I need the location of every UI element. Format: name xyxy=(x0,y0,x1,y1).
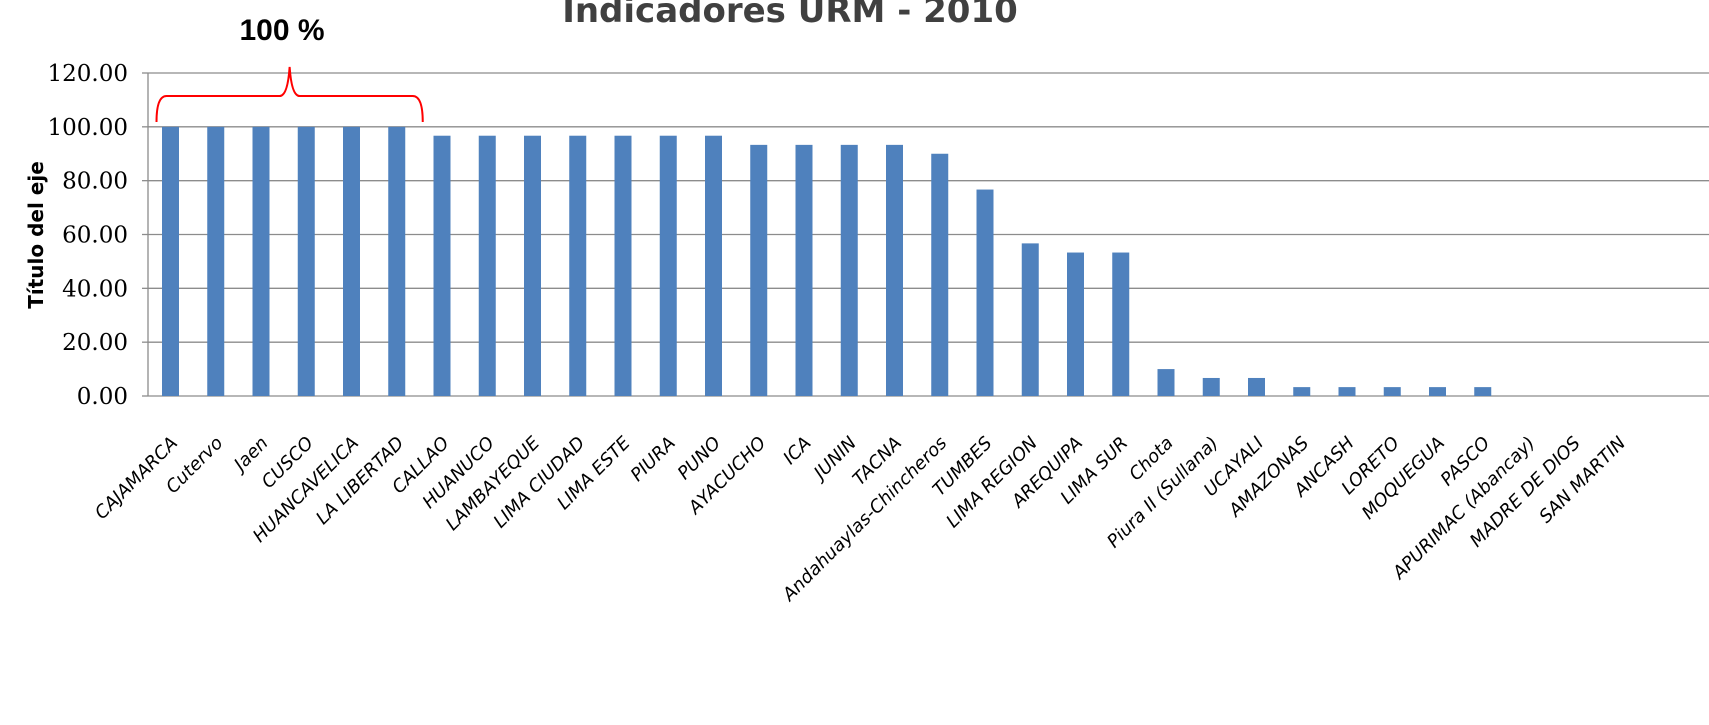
bar xyxy=(1293,387,1311,396)
bar xyxy=(976,189,994,396)
y-tick-label: 60.00 xyxy=(62,223,128,249)
annotation: 100 % xyxy=(155,14,424,123)
bar xyxy=(840,144,858,396)
bar xyxy=(1067,252,1084,396)
bar xyxy=(478,135,496,397)
bar xyxy=(343,126,360,396)
gridlines xyxy=(142,72,1709,397)
y-tick-label: 100.00 xyxy=(48,115,128,141)
annotation-brace xyxy=(155,66,424,123)
bar xyxy=(1021,243,1039,396)
bar xyxy=(1338,387,1356,396)
bar xyxy=(1248,377,1265,396)
bar xyxy=(1202,377,1220,396)
y-tick-label: 80.00 xyxy=(62,169,128,195)
bar xyxy=(388,126,406,396)
bar xyxy=(795,144,813,396)
chart-title: Indicadores URM - 2010 xyxy=(562,0,1018,31)
bar xyxy=(750,144,768,396)
y-tick-label: 0.00 xyxy=(77,384,128,410)
bar xyxy=(931,153,949,396)
bar xyxy=(162,126,179,396)
bar xyxy=(569,135,587,397)
bar xyxy=(433,135,451,397)
bar xyxy=(1429,387,1446,396)
bar xyxy=(1157,369,1175,396)
bar xyxy=(252,126,270,396)
bar xyxy=(297,126,315,396)
bar xyxy=(1474,387,1492,396)
y-tick-label: 20.00 xyxy=(62,330,128,356)
bar xyxy=(886,144,903,396)
x-tick-label: PIURA xyxy=(627,433,680,486)
bar xyxy=(207,126,225,396)
bar xyxy=(659,135,677,397)
y-tick-label: 120.00 xyxy=(48,61,128,87)
bar xyxy=(705,135,722,397)
x-tick-label: ICA xyxy=(779,433,815,469)
bar xyxy=(1112,252,1130,396)
y-tick-label: 40.00 xyxy=(62,276,128,302)
bar xyxy=(524,135,541,397)
bars xyxy=(162,126,1492,397)
y-axis-label: Título del eje xyxy=(24,161,48,309)
bar xyxy=(614,135,632,397)
y-axis-ticks: 0.00 20.00 40.00 60.00 80.00 100.00 120.00 xyxy=(48,61,128,410)
bar xyxy=(1383,387,1401,396)
annotation-label: 100 % xyxy=(239,14,324,47)
